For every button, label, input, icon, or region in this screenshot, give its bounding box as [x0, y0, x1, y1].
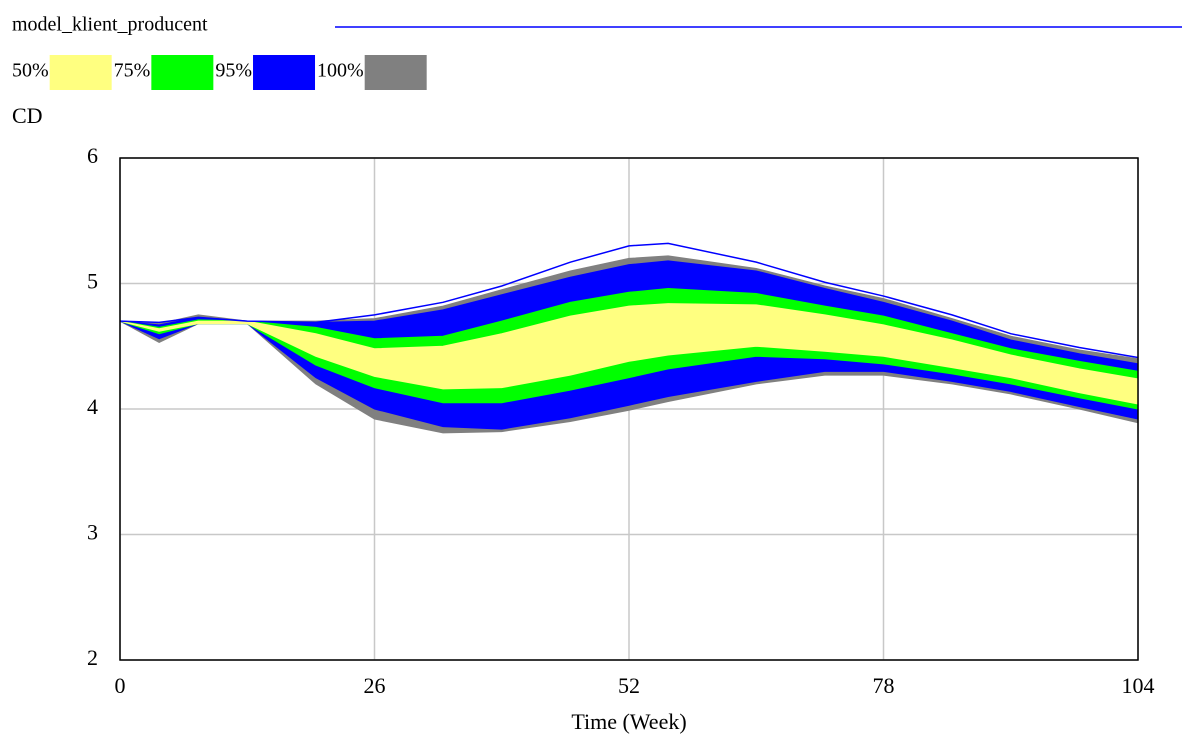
x-tick-label: 78 — [873, 673, 895, 698]
legend-label: 100% — [317, 60, 364, 82]
x-tick-label: 26 — [364, 673, 386, 698]
legend-label: 75% — [114, 60, 151, 82]
legend-swatch — [151, 55, 214, 90]
x-tick-label: 104 — [1122, 673, 1155, 698]
plot-frame — [119, 157, 1139, 661]
x-axis-label: Time (Week) — [571, 709, 686, 734]
y-axis-label: CD — [12, 103, 43, 128]
y-tick-label: 2 — [87, 645, 98, 670]
legend-label: 50% — [12, 60, 49, 82]
series-line — [119, 242, 1139, 359]
y-tick-label: 5 — [87, 269, 98, 294]
x-tick-label: 0 — [115, 673, 126, 698]
legend-swatch — [364, 55, 427, 90]
y-tick-label: 3 — [87, 520, 98, 545]
legend-swatch — [49, 55, 112, 90]
legend-label: 95% — [215, 60, 252, 82]
legend-label: model_klient_producent — [12, 14, 208, 36]
y-tick-label: 6 — [87, 143, 98, 168]
legend-swatch — [253, 55, 316, 90]
x-tick-label: 52 — [618, 673, 640, 698]
y-tick-label: 4 — [87, 394, 98, 419]
